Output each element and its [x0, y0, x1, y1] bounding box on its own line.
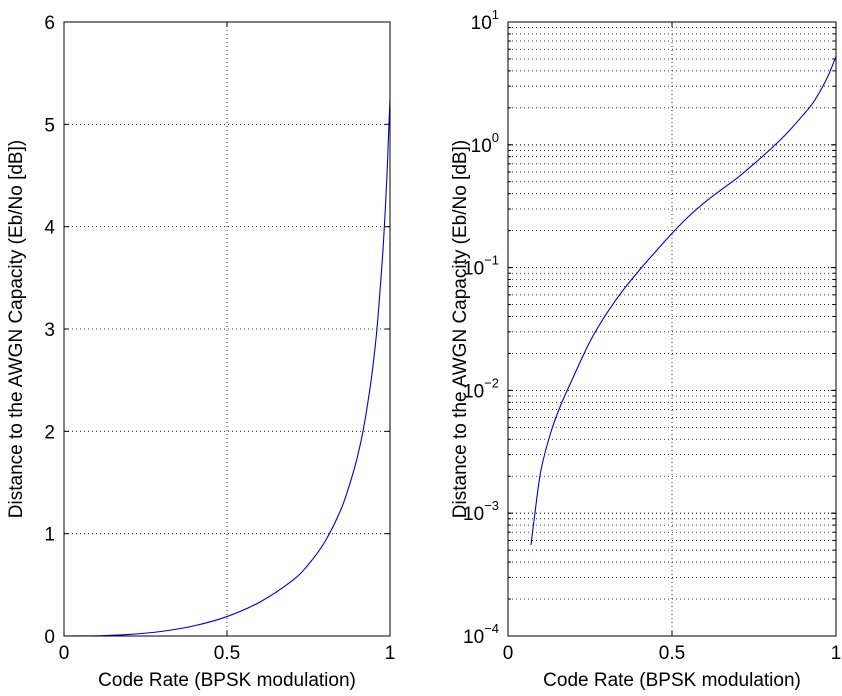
left-x-tick-label: 0 — [59, 643, 70, 664]
right-x-tick-label: 0.5 — [659, 643, 685, 664]
right-y-tick-label: 101 — [471, 7, 499, 34]
right-plot-frame — [507, 21, 837, 637]
right-y-tick-label-exponent: 0 — [492, 130, 499, 145]
right-y-tick-label-exponent: −4 — [484, 621, 499, 636]
right-y-tick-label-exponent: −3 — [484, 498, 499, 513]
right-y-tick-label-base: 10 — [463, 504, 484, 525]
right-y-tick-label-base: 10 — [471, 13, 492, 34]
left-y-tick-label: 5 — [44, 115, 55, 136]
left-x-tick-label: 1 — [385, 643, 396, 664]
left-y-axis-label: Distance to the AWGN Capacity (Eb/No [dB… — [6, 140, 27, 518]
right-x-axis-label: Code Rate (BPSK modulation) — [543, 670, 801, 691]
left-series — [63, 98, 391, 637]
left-grid — [64, 22, 390, 636]
left-plot-frame — [63, 21, 391, 637]
left-series-line — [63, 98, 391, 637]
left-x-tick-label: 0.5 — [214, 643, 240, 664]
right-y-tick-label: 10−3 — [463, 498, 499, 525]
left-y-tick-label: 1 — [44, 525, 55, 546]
left-y-tick-label: 4 — [44, 218, 55, 239]
right-y-tick-label-base: 10 — [463, 381, 484, 402]
right-y-tick-label-exponent: −2 — [484, 375, 499, 390]
left-linear-chart: 0 0.5 1 0 1 2 3 4 5 6 Code Rate (BPSK modulation)… — [6, 13, 395, 691]
right-y-tick-label-base: 10 — [471, 136, 492, 157]
right-y-tick-label-exponent: 1 — [492, 7, 499, 22]
right-series — [530, 56, 837, 546]
left-y-tick-label: 3 — [44, 320, 55, 341]
right-y-tick-label: 100 — [471, 130, 499, 157]
right-x-tick-label: 0 — [503, 643, 514, 664]
left-y-tick-label: 6 — [44, 13, 55, 34]
right-y-tick-label: 10−2 — [463, 375, 499, 402]
right-grid — [508, 22, 836, 636]
right-y-tick-label: 10−4 — [463, 621, 499, 648]
right-y-tick-label-exponent: −1 — [484, 253, 499, 268]
left-y-tick-label: 2 — [44, 422, 55, 443]
left-x-axis-label: Code Rate (BPSK modulation) — [98, 670, 356, 691]
right-series-line — [530, 56, 837, 546]
left-y-tick-label: 0 — [44, 627, 55, 648]
right-y-tick-label-base: 10 — [463, 627, 484, 648]
right-y-tick-label: 10−1 — [463, 253, 499, 280]
right-x-tick-label: 1 — [831, 643, 842, 664]
left-tick-labels: 0 0.5 1 0 1 2 3 4 5 6 — [44, 13, 395, 664]
right-y-axis-label: Distance to the AWGN Capacity (Eb/No [dB… — [450, 140, 471, 518]
right-y-tick-label-base: 10 — [463, 259, 484, 280]
